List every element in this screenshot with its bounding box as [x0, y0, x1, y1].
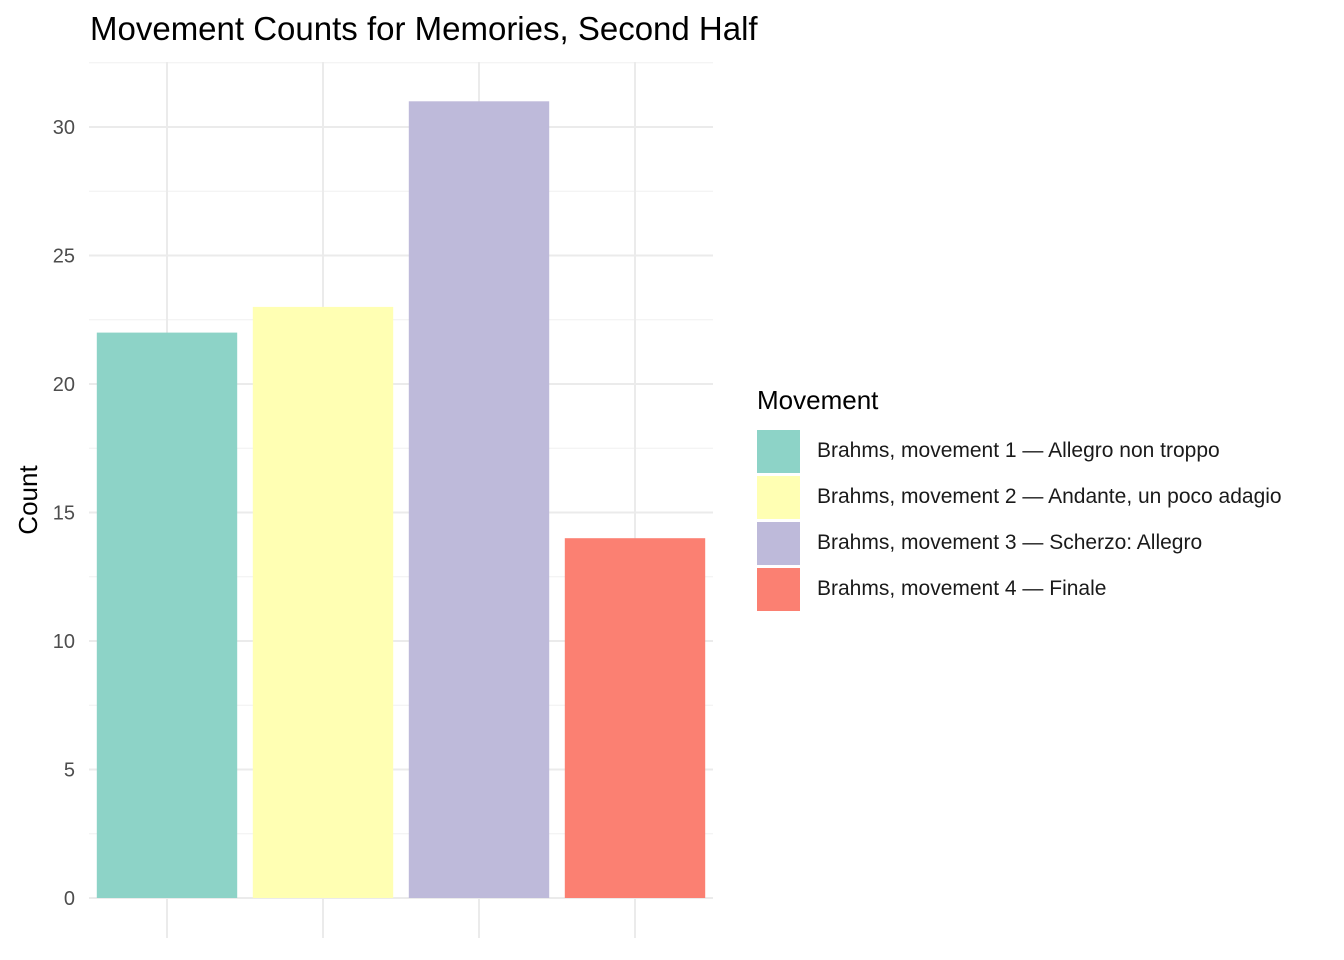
legend-label: Brahms, movement 3 — Scherzo: Allegro [817, 531, 1203, 554]
bar-4 [564, 538, 706, 898]
y-tick-label: 5 [64, 760, 75, 782]
y-axis-title: Count [13, 465, 43, 535]
legend: Movement Brahms, movement 1 — Allegro no… [757, 385, 1282, 612]
y-tick-label: 30 [53, 117, 75, 139]
y-tick-label: 15 [53, 503, 75, 525]
bars [96, 101, 706, 899]
legend-label: Brahms, movement 2 — Andante, un poco ad… [817, 485, 1282, 508]
legend-items: Brahms, movement 1 — Allegro non troppo B… [757, 428, 1282, 612]
legend-item: Brahms, movement 3 — Scherzo: Allegro [757, 520, 1282, 566]
bar-2 [252, 306, 394, 898]
y-tick-label: 0 [64, 888, 75, 910]
legend-item: Brahms, movement 2 — Andante, un poco ad… [757, 474, 1282, 520]
y-tick-label: 25 [53, 246, 75, 268]
legend-item: Brahms, movement 4 — Finale [757, 566, 1282, 612]
legend-key-swatch [757, 567, 800, 611]
chart-title: Movement Counts for Memories, Second Hal… [90, 10, 758, 47]
legend-key-swatch [757, 429, 800, 473]
legend-item: Brahms, movement 1 — Allegro non troppo [757, 428, 1282, 474]
y-tick-label: 20 [53, 374, 75, 396]
legend-label: Brahms, movement 4 — Finale [817, 577, 1107, 600]
bar-1 [96, 332, 238, 899]
y-axis-ticks: 0 5 10 15 20 25 30 [53, 117, 75, 910]
legend-label: Brahms, movement 1 — Allegro non troppo [817, 439, 1220, 462]
legend-title: Movement [757, 385, 879, 415]
bar-3 [408, 101, 550, 899]
legend-key-swatch [757, 475, 800, 519]
legend-key-swatch [757, 521, 800, 565]
y-tick-label: 10 [53, 631, 75, 653]
